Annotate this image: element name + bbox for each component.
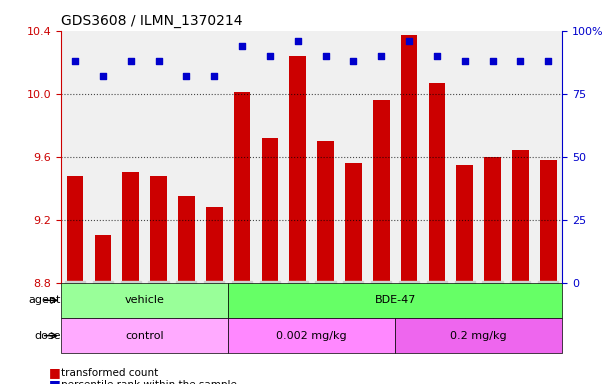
Bar [373, 100, 390, 283]
Text: GDS3608 / ILMN_1370214: GDS3608 / ILMN_1370214 [61, 14, 243, 28]
Bar [512, 151, 529, 283]
FancyBboxPatch shape [228, 283, 562, 318]
Bar [317, 141, 334, 283]
Text: 0.2 mg/kg: 0.2 mg/kg [450, 331, 507, 341]
Text: control: control [125, 331, 164, 341]
Bar [540, 160, 557, 283]
Bar [122, 172, 139, 283]
Bar [428, 83, 445, 283]
Point [98, 73, 108, 79]
Text: vehicle: vehicle [125, 295, 164, 305]
Bar [345, 163, 362, 283]
Point [516, 58, 525, 64]
Point [348, 58, 358, 64]
Bar [484, 157, 501, 283]
Point [181, 73, 191, 79]
Text: ■: ■ [49, 366, 60, 379]
Text: percentile rank within the sample: percentile rank within the sample [61, 380, 237, 384]
FancyBboxPatch shape [61, 283, 228, 318]
Text: ■: ■ [49, 378, 60, 384]
Point [460, 58, 470, 64]
Text: 0.002 mg/kg: 0.002 mg/kg [276, 331, 347, 341]
Point [293, 38, 302, 44]
Bar [178, 196, 195, 283]
Point [265, 53, 275, 59]
Point [210, 73, 219, 79]
Point [126, 58, 136, 64]
Bar [290, 56, 306, 283]
Bar [401, 35, 417, 283]
Bar [95, 235, 111, 283]
Point [543, 58, 553, 64]
Text: BDE-47: BDE-47 [375, 295, 416, 305]
Point [432, 53, 442, 59]
Text: agent: agent [29, 295, 61, 305]
Point [70, 58, 80, 64]
Point [237, 43, 247, 49]
Point [376, 53, 386, 59]
Bar [67, 175, 83, 283]
Bar [233, 92, 251, 283]
Bar [206, 207, 222, 283]
Text: transformed count: transformed count [61, 368, 158, 378]
Bar [456, 165, 473, 283]
FancyBboxPatch shape [395, 318, 562, 353]
Point [321, 53, 331, 59]
Point [404, 38, 414, 44]
Bar [262, 138, 278, 283]
Point [153, 58, 163, 64]
FancyBboxPatch shape [61, 318, 228, 353]
FancyBboxPatch shape [228, 318, 395, 353]
Bar [150, 175, 167, 283]
Text: dose: dose [35, 331, 61, 341]
Point [488, 58, 497, 64]
